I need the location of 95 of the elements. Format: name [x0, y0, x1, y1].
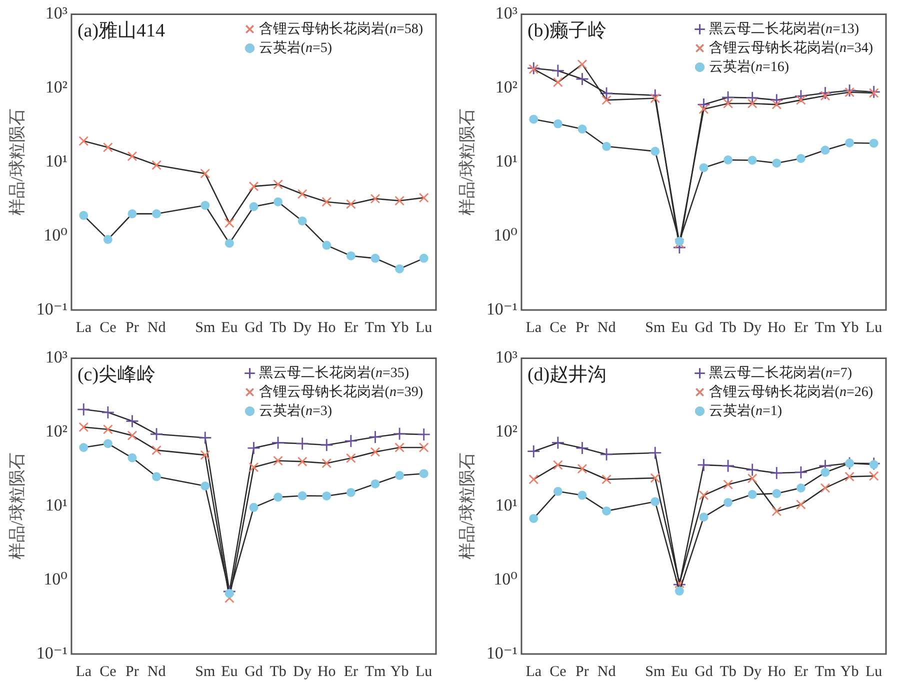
x-tick-label: Nd — [597, 320, 616, 336]
legend-label: 云英岩(n=5) — [258, 40, 332, 56]
x-tick-label: Ce — [550, 664, 567, 680]
x-tick-label: Ho — [767, 320, 786, 336]
y-tick-label: 10¹ — [45, 152, 68, 171]
x-tick-label: Ho — [317, 664, 336, 680]
legend-label: 云英岩(n=1) — [708, 402, 782, 419]
x-tick-label: Nd — [147, 664, 166, 680]
x-tick-label: Lu — [416, 320, 433, 336]
x-tick-label: Ce — [100, 664, 117, 680]
y-tick-label: 10³ — [45, 4, 68, 23]
x-tick-label: Yb — [390, 320, 409, 336]
y-tick-label: 10² — [45, 422, 68, 441]
y-tick-label: 10³ — [45, 348, 68, 367]
y-axis-title: 样品/球粒陨石 — [458, 452, 477, 560]
y-tick-label: 10⁰ — [44, 570, 68, 589]
x-tick-label: Lu — [416, 664, 433, 680]
x-tick-label: Tb — [270, 320, 286, 336]
x-tick-label: Tb — [720, 664, 736, 680]
x-tick-label: Pr — [126, 320, 139, 336]
x-tick-label: Ce — [100, 320, 117, 336]
y-tick-label: 10¹ — [45, 496, 68, 515]
x-tick-label: Pr — [576, 664, 589, 680]
y-tick-label: 10⁰ — [494, 226, 518, 245]
x-tick-label: Tb — [270, 664, 286, 680]
x-tick-label: Dy — [293, 664, 312, 680]
x-tick-label: Sm — [195, 664, 216, 680]
x-tick-label: Dy — [743, 320, 762, 336]
x-tick-label: Sm — [195, 320, 216, 336]
y-tick-label: 10³ — [495, 348, 518, 367]
y-axis-title: 样品/球粒陨石 — [458, 108, 477, 216]
x-tick-label: Yb — [840, 664, 859, 680]
x-tick-label: Gd — [694, 320, 714, 336]
x-tick-label: Er — [344, 320, 358, 336]
x-tick-label: Sm — [645, 664, 666, 680]
legend-label: 含锂云母钠长花岗岩(n=58) — [258, 20, 424, 37]
x-tick-label: Pr — [576, 320, 589, 336]
y-axis-title: 样品/球粒陨石 — [8, 108, 27, 216]
x-tick-label: Eu — [671, 664, 688, 680]
x-tick-label: Gd — [694, 664, 714, 680]
x-tick-label: Tb — [720, 320, 736, 336]
y-axis-title: 样品/球粒陨石 — [8, 452, 27, 560]
x-tick-label: Yb — [840, 320, 859, 336]
legend-label: 含锂云母钠长花岗岩(n=26) — [708, 384, 874, 400]
x-tick-label: La — [526, 320, 542, 336]
chart-title: (c)尖峰岭 — [77, 364, 156, 386]
x-tick-label: Pr — [126, 664, 139, 680]
chart-title: (b)癞子岭 — [527, 20, 607, 42]
x-tick-label: Er — [344, 664, 358, 680]
x-tick-label: Nd — [147, 320, 166, 336]
x-tick-label: La — [526, 664, 542, 680]
x-tick-label: La — [76, 664, 92, 680]
legend-label: 云英岩(n=16) — [708, 58, 790, 75]
chart-title: (a)雅山414 — [77, 20, 166, 42]
legend-label: 含锂云母钠长花岗岩(n=34) — [708, 40, 874, 56]
x-tick-label: Eu — [671, 320, 688, 336]
y-tick-label: 10² — [45, 78, 68, 97]
x-tick-label: Lu — [866, 320, 883, 336]
x-tick-label: Dy — [743, 664, 762, 680]
y-tick-label: 10² — [495, 78, 518, 97]
x-tick-label: La — [76, 320, 92, 336]
x-tick-label: Er — [794, 320, 808, 336]
y-tick-label: 10⁻¹ — [486, 299, 518, 318]
x-tick-label: Ce — [550, 320, 567, 336]
x-tick-label: Nd — [597, 664, 616, 680]
x-tick-label: Ho — [317, 320, 336, 336]
y-tick-label: 10⁻¹ — [36, 643, 68, 662]
y-tick-label: 10¹ — [495, 496, 518, 515]
x-tick-label: Gd — [244, 664, 264, 680]
x-tick-label: Sm — [645, 320, 666, 336]
x-tick-label: Eu — [221, 320, 238, 336]
chart-title: (d)赵井沟 — [527, 364, 607, 386]
y-tick-label: 10⁰ — [44, 226, 68, 245]
legend-label: 黑云母二长花岗岩(n=35) — [258, 364, 410, 381]
x-tick-label: Tm — [814, 320, 836, 336]
legend-label: 含锂云母钠长花岗岩(n=39) — [258, 384, 424, 400]
x-tick-label: Er — [794, 664, 808, 680]
x-tick-label: Eu — [221, 664, 238, 680]
x-tick-label: Gd — [244, 320, 264, 336]
x-tick-label: Tm — [364, 320, 386, 336]
legend-label: 黑云母二长花岗岩(n=13) — [708, 20, 860, 37]
legend-label: 云英岩(n=3) — [258, 402, 332, 419]
y-tick-label: 10⁰ — [494, 570, 518, 589]
x-tick-label: Ho — [767, 664, 786, 680]
y-tick-label: 10⁻¹ — [36, 299, 68, 318]
x-tick-label: Tm — [814, 664, 836, 680]
x-tick-label: Dy — [293, 320, 312, 336]
y-tick-label: 10² — [495, 422, 518, 441]
legend-label: 黑云母二长花岗岩(n=7) — [708, 364, 852, 381]
y-tick-label: 10¹ — [495, 152, 518, 171]
x-tick-label: Lu — [866, 664, 883, 680]
y-tick-label: 10⁻¹ — [486, 643, 518, 662]
x-tick-label: Tm — [364, 664, 386, 680]
x-tick-label: Yb — [390, 664, 409, 680]
y-tick-label: 10³ — [495, 4, 518, 23]
